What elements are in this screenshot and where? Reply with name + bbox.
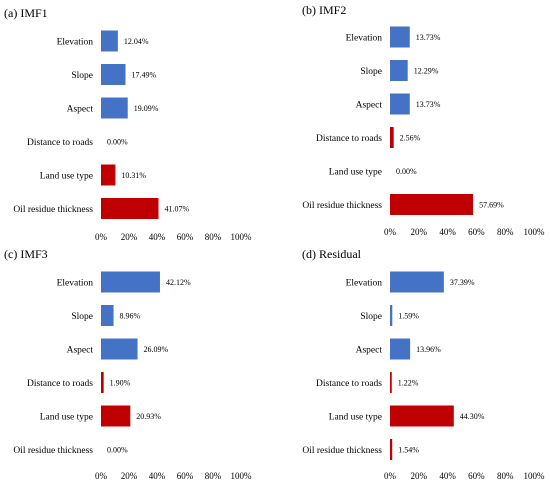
x-tick-label: 100% xyxy=(231,232,253,242)
panel-title: (a) IMF1 xyxy=(4,6,48,20)
value-label: 1.22% xyxy=(398,379,419,388)
x-tick-label: 40% xyxy=(439,471,456,481)
bar xyxy=(390,305,393,326)
bar xyxy=(390,93,410,115)
category-label: Distance to roads xyxy=(316,379,382,389)
category-label: Distance to roads xyxy=(27,379,93,389)
value-label: 1.54% xyxy=(398,446,419,455)
category-label: Elevation xyxy=(346,279,383,289)
value-label: 17.49% xyxy=(131,71,156,80)
bar xyxy=(101,97,128,119)
bar xyxy=(390,439,393,460)
panel-title: (b) IMF2 xyxy=(302,3,346,17)
value-label: 0.00% xyxy=(396,167,417,176)
category-label: Oil residue thickness xyxy=(302,446,382,456)
value-label: 44.30% xyxy=(460,412,485,421)
bar xyxy=(390,127,394,148)
bar xyxy=(101,198,159,219)
category-label: Distance to roads xyxy=(27,138,93,148)
category-label: Aspect xyxy=(356,346,383,356)
category-label: Distance to roads xyxy=(316,134,382,144)
value-label: 26.09% xyxy=(144,345,169,354)
x-tick-label: 80% xyxy=(497,471,514,481)
bar xyxy=(101,164,116,186)
value-label: 2.56% xyxy=(400,134,421,143)
value-label: 1.59% xyxy=(398,312,419,321)
x-tick-label: 60% xyxy=(468,227,485,237)
bar xyxy=(101,30,118,52)
x-tick-label: 60% xyxy=(177,471,194,481)
x-tick-label: 60% xyxy=(177,232,194,242)
value-label: 12.29% xyxy=(414,67,439,76)
value-label: 10.31% xyxy=(121,171,146,180)
value-label: 12.04% xyxy=(124,37,149,46)
x-tick-label: 40% xyxy=(149,471,166,481)
value-label: 1.90% xyxy=(110,379,131,388)
category-label: Aspect xyxy=(67,346,94,356)
x-tick-label: 20% xyxy=(411,227,428,237)
bar xyxy=(390,405,454,427)
value-label: 8.96% xyxy=(120,312,141,321)
category-label: Oil residue thickness xyxy=(302,201,382,211)
x-tick-label: 40% xyxy=(149,232,166,242)
value-label: 57.69% xyxy=(479,201,504,210)
panel-title: (d) Residual xyxy=(302,247,362,261)
value-label: 0.00% xyxy=(107,446,128,455)
x-tick-label: 20% xyxy=(411,471,428,481)
x-tick-label: 20% xyxy=(121,232,138,242)
value-label: 13.96% xyxy=(416,345,441,354)
value-label: 42.12% xyxy=(166,278,191,287)
x-tick-label: 80% xyxy=(497,227,514,237)
x-tick-label: 0% xyxy=(95,232,108,242)
category-label: Elevation xyxy=(346,34,383,44)
x-tick-label: 100% xyxy=(524,471,546,481)
value-label: 19.09% xyxy=(134,104,159,113)
value-label: 20.93% xyxy=(136,412,161,421)
bar xyxy=(101,405,131,427)
category-label: Land use type xyxy=(329,168,382,178)
value-label: 37.39% xyxy=(450,278,475,287)
x-tick-label: 80% xyxy=(205,232,222,242)
bar xyxy=(101,372,104,393)
x-tick-label: 0% xyxy=(384,227,397,237)
category-label: Slope xyxy=(360,312,382,322)
bar xyxy=(390,271,444,293)
bar xyxy=(101,338,138,360)
x-tick-label: 100% xyxy=(231,471,253,481)
category-label: Slope xyxy=(71,71,93,81)
x-tick-label: 60% xyxy=(468,471,485,481)
bar xyxy=(101,305,114,326)
bar xyxy=(390,60,408,81)
category-label: Land use type xyxy=(40,172,93,182)
value-label: 41.07% xyxy=(164,205,189,214)
x-tick-label: 20% xyxy=(121,471,138,481)
category-label: Oil residue thickness xyxy=(13,205,93,215)
category-label: Elevation xyxy=(57,38,94,48)
category-label: Oil residue thickness xyxy=(13,446,93,456)
value-label: 13.73% xyxy=(416,33,441,42)
x-tick-label: 0% xyxy=(95,471,108,481)
category-label: Slope xyxy=(360,67,382,77)
value-label: 13.73% xyxy=(416,100,441,109)
value-label: 0.00% xyxy=(107,138,128,147)
bar xyxy=(101,271,160,293)
x-tick-label: 80% xyxy=(205,471,222,481)
category-label: Land use type xyxy=(329,413,382,423)
x-tick-label: 100% xyxy=(524,227,546,237)
bar xyxy=(390,338,411,360)
category-label: Slope xyxy=(71,312,93,322)
category-label: Aspect xyxy=(67,105,94,115)
bar xyxy=(390,26,410,48)
category-label: Land use type xyxy=(40,413,93,423)
panel-title: (c) IMF3 xyxy=(4,247,48,261)
x-tick-label: 0% xyxy=(384,471,397,481)
x-tick-label: 40% xyxy=(439,227,456,237)
category-label: Aspect xyxy=(356,101,383,111)
category-label: Elevation xyxy=(57,279,94,289)
bar xyxy=(390,194,474,215)
bar xyxy=(390,372,392,393)
bar xyxy=(101,64,126,85)
